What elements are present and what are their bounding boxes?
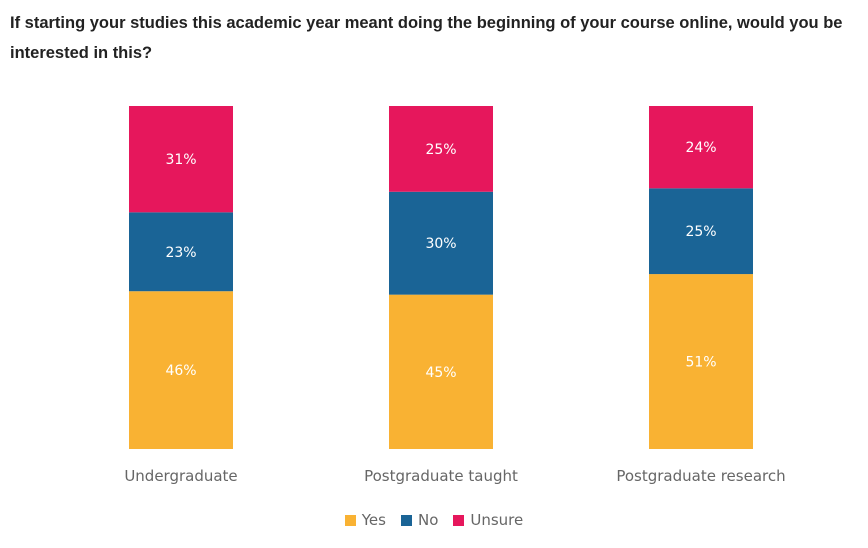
bar-segment-no-2 xyxy=(649,188,753,275)
data-label-no-1: 30% xyxy=(425,236,456,252)
legend-item-yes: Yes xyxy=(344,511,386,529)
legend-swatch-unsure xyxy=(453,514,465,526)
category-label-2: Postgraduate research xyxy=(616,467,785,485)
bar-segment-unsure-2 xyxy=(649,106,753,189)
chart-title: If starting your studies this academic y… xyxy=(10,14,843,62)
data-label-yes-0: 46% xyxy=(165,363,196,379)
data-label-no-0: 23% xyxy=(165,245,196,261)
data-label-yes-1: 45% xyxy=(425,365,456,381)
bar-segment-unsure-1 xyxy=(389,106,493,192)
data-label-yes-2: 51% xyxy=(685,355,716,371)
legend-item-unsure: Unsure xyxy=(453,511,523,529)
legend-label-no: No xyxy=(417,511,439,529)
data-label-no-2: 25% xyxy=(685,224,716,240)
category-label-1: Postgraduate taught xyxy=(364,467,518,485)
bar-segment-yes-0 xyxy=(129,291,233,449)
bar-segment-no-0 xyxy=(129,212,233,292)
legend-label-yes: Yes xyxy=(361,511,386,529)
legend-label-unsure: Unsure xyxy=(470,511,524,529)
chart-legend: Yes No Unsure xyxy=(0,511,868,529)
bar-segment-yes-1 xyxy=(389,294,493,449)
legend-item-no: No xyxy=(400,511,439,529)
legend-swatch-yes xyxy=(344,514,356,526)
bar-segment-unsure-0 xyxy=(129,106,233,213)
data-label-unsure-1: 25% xyxy=(425,142,456,158)
bar-segment-yes-2 xyxy=(649,274,753,449)
category-label-0: Undergraduate xyxy=(124,467,237,485)
data-label-unsure-0: 31% xyxy=(165,152,196,168)
bar-segment-no-1 xyxy=(389,191,493,295)
legend-swatch-no xyxy=(400,514,412,526)
data-label-unsure-2: 24% xyxy=(685,140,716,156)
